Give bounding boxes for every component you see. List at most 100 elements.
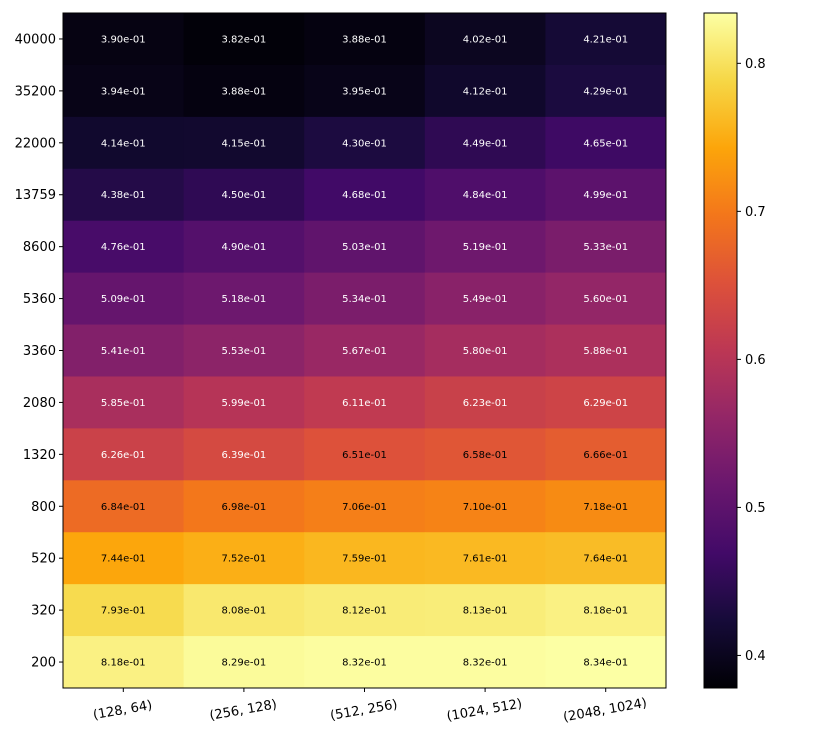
cell-value-label: 8.18e-01 bbox=[101, 658, 146, 669]
y-tick-label: 2080 bbox=[23, 396, 56, 411]
heatmap-cell-labels: 3.90e-01 3.82e-01 3.88e-01 4.02e-01 4.21e-01… bbox=[101, 34, 628, 668]
heatmap-cell bbox=[304, 532, 426, 585]
cell-value-label: 8.34e-01 bbox=[583, 658, 628, 669]
cell-value-label: 8.32e-01 bbox=[463, 658, 508, 669]
colorbar-tick-label: 0.4 bbox=[745, 649, 766, 664]
heatmap-cell bbox=[304, 116, 426, 170]
cell-value-label: 5.67e-01 bbox=[342, 346, 387, 357]
y-tick-label: 520 bbox=[31, 552, 56, 567]
heatmap-cell bbox=[183, 376, 305, 429]
cell-value-label: 5.19e-01 bbox=[463, 242, 508, 253]
heatmap-cell bbox=[183, 428, 305, 481]
heatmap-cell bbox=[424, 636, 546, 688]
colorbar-tick-label: 0.8 bbox=[745, 57, 766, 72]
cell-value-label: 5.34e-01 bbox=[342, 294, 387, 305]
heatmap-cell bbox=[183, 13, 305, 66]
heatmap-cell bbox=[63, 480, 185, 533]
y-tick-label: 320 bbox=[31, 604, 56, 619]
cell-value-label: 4.90e-01 bbox=[222, 242, 267, 253]
colorbar-frame bbox=[703, 12, 738, 689]
cell-value-label: 7.64e-01 bbox=[583, 554, 628, 565]
colorbar-gradient bbox=[704, 13, 737, 688]
heatmap-cell bbox=[304, 428, 426, 481]
heatmap-cell bbox=[183, 636, 305, 688]
cell-value-label: 4.29e-01 bbox=[583, 86, 628, 97]
cell-value-label: 5.41e-01 bbox=[101, 346, 146, 357]
heatmap-cell bbox=[545, 168, 666, 222]
cell-value-label: 4.21e-01 bbox=[583, 34, 628, 45]
cell-value-label: 7.06e-01 bbox=[342, 502, 387, 513]
heatmap-cell bbox=[545, 220, 666, 274]
heatmap-cell bbox=[424, 376, 546, 429]
y-tick-label: 5360 bbox=[23, 292, 56, 307]
x-tick-label: (128, 64) bbox=[92, 698, 153, 723]
heatmap-cell bbox=[183, 532, 305, 585]
cell-value-label: 6.51e-01 bbox=[342, 450, 387, 461]
heatmap-cell bbox=[424, 116, 546, 170]
heatmap-cell bbox=[183, 220, 305, 274]
heatmap-cell bbox=[304, 168, 426, 222]
cell-value-label: 7.44e-01 bbox=[101, 554, 146, 565]
heatmap-cell bbox=[424, 532, 546, 585]
cell-value-label: 4.76e-01 bbox=[101, 242, 146, 253]
y-tick-label: 3360 bbox=[23, 344, 56, 359]
heatmap-cell bbox=[63, 376, 185, 429]
heatmap-cell bbox=[63, 168, 185, 222]
cell-value-label: 4.65e-01 bbox=[583, 138, 628, 149]
cell-value-label: 5.60e-01 bbox=[583, 294, 628, 305]
cell-value-label: 3.90e-01 bbox=[101, 34, 146, 45]
heatmap-cell bbox=[545, 64, 666, 118]
cell-value-label: 4.15e-01 bbox=[222, 138, 267, 149]
cell-value-label: 7.18e-01 bbox=[583, 502, 628, 513]
cell-value-label: 8.13e-01 bbox=[463, 606, 508, 617]
heatmap-cell bbox=[304, 220, 426, 274]
heatmap-cell bbox=[304, 13, 426, 66]
heatmap-cell bbox=[183, 324, 305, 378]
heatmap-cell bbox=[545, 480, 666, 533]
heatmap-cell bbox=[63, 532, 185, 585]
y-tick-label: 22000 bbox=[15, 136, 56, 151]
heatmap-cell bbox=[424, 584, 546, 637]
heatmap-plot-area: 3.90e-01 3.82e-01 3.88e-01 4.02e-01 4.21e-01… bbox=[62, 12, 667, 689]
cell-value-label: 8.32e-01 bbox=[342, 658, 387, 669]
cell-value-label: 4.14e-01 bbox=[101, 138, 146, 149]
cell-value-label: 8.18e-01 bbox=[583, 606, 628, 617]
cell-value-label: 4.38e-01 bbox=[101, 190, 146, 201]
heatmap-cell bbox=[545, 376, 666, 429]
cell-value-label: 6.23e-01 bbox=[463, 398, 508, 409]
y-axis: 40000 35200 22000 13759 8600 5360 3360 2080 1320… bbox=[15, 32, 63, 671]
cell-value-label: 6.66e-01 bbox=[583, 450, 628, 461]
heatmap-cell bbox=[424, 272, 546, 326]
cell-value-label: 7.59e-01 bbox=[342, 554, 387, 565]
heatmap-cell bbox=[424, 220, 546, 274]
cell-value-label: 4.30e-01 bbox=[342, 138, 387, 149]
heatmap-cell bbox=[304, 64, 426, 118]
heatmap-cell bbox=[545, 636, 666, 688]
heatmap-cell bbox=[304, 584, 426, 637]
cell-value-label: 3.88e-01 bbox=[342, 34, 387, 45]
colorbar: 0.4 0.5 0.6 0.7 0.8 bbox=[703, 12, 766, 689]
heatmap-cell bbox=[183, 116, 305, 170]
heatmap-cell bbox=[304, 636, 426, 688]
cell-value-label: 4.12e-01 bbox=[463, 86, 508, 97]
colorbar-tick-label: 0.7 bbox=[745, 205, 766, 220]
heatmap-cell bbox=[63, 13, 185, 66]
heatmap-cell bbox=[183, 168, 305, 222]
heatmap-cell bbox=[183, 584, 305, 637]
y-tick-label: 8600 bbox=[23, 240, 56, 255]
x-axis: (128, 64) (256, 128) (512, 256) (1024, 512)… bbox=[92, 688, 648, 725]
y-tick-label: 40000 bbox=[15, 32, 56, 47]
colorbar-tick-label: 0.6 bbox=[745, 353, 766, 368]
heatmap-cell bbox=[63, 64, 185, 118]
cell-value-label: 5.49e-01 bbox=[463, 294, 508, 305]
heatmap-grid bbox=[63, 13, 666, 688]
cell-value-label: 6.26e-01 bbox=[101, 450, 146, 461]
x-tick-label: (512, 256) bbox=[329, 697, 399, 724]
cell-value-label: 5.09e-01 bbox=[101, 294, 146, 305]
heatmap-cell bbox=[545, 532, 666, 585]
cell-value-label: 8.29e-01 bbox=[222, 658, 267, 669]
x-tick-label: (256, 128) bbox=[208, 697, 278, 724]
cell-value-label: 5.99e-01 bbox=[222, 398, 267, 409]
heatmap-cell bbox=[63, 428, 185, 481]
heatmap-cell bbox=[424, 428, 546, 481]
